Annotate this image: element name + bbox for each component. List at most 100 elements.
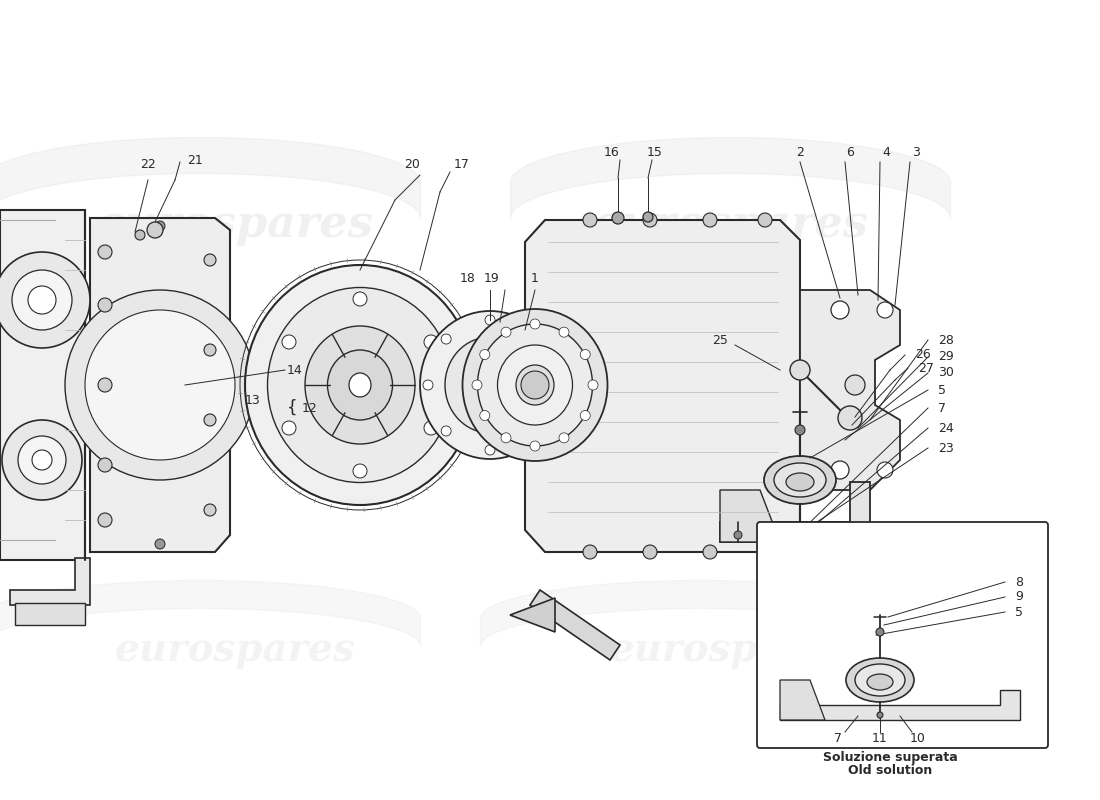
Polygon shape (525, 220, 800, 552)
Ellipse shape (470, 363, 510, 406)
Polygon shape (90, 218, 230, 552)
Polygon shape (720, 490, 780, 542)
Circle shape (155, 539, 165, 549)
Text: eurospares: eurospares (592, 203, 868, 246)
Circle shape (480, 350, 490, 359)
Polygon shape (510, 598, 556, 632)
Circle shape (529, 334, 539, 344)
Text: 9: 9 (1015, 590, 1023, 603)
Text: 27: 27 (918, 362, 934, 374)
Circle shape (18, 436, 66, 484)
Polygon shape (0, 210, 85, 560)
Circle shape (155, 221, 165, 231)
Circle shape (830, 461, 849, 479)
Text: 25: 25 (712, 334, 728, 346)
Circle shape (500, 433, 512, 443)
Ellipse shape (305, 326, 415, 444)
Circle shape (500, 327, 512, 337)
Text: 15: 15 (647, 146, 663, 158)
Circle shape (204, 254, 216, 266)
Circle shape (98, 298, 112, 312)
Circle shape (758, 545, 772, 559)
Circle shape (0, 252, 90, 348)
Text: 22: 22 (140, 158, 156, 171)
Circle shape (441, 334, 451, 344)
Circle shape (583, 213, 597, 227)
Circle shape (12, 270, 72, 330)
FancyBboxPatch shape (757, 522, 1048, 748)
Circle shape (790, 360, 810, 380)
Text: 20: 20 (404, 158, 420, 171)
Circle shape (876, 628, 884, 636)
Circle shape (583, 545, 597, 559)
Ellipse shape (446, 337, 535, 433)
Circle shape (204, 414, 216, 426)
Circle shape (424, 421, 438, 435)
Circle shape (98, 513, 112, 527)
Circle shape (485, 315, 495, 325)
Text: 11: 11 (872, 731, 888, 745)
Circle shape (424, 380, 433, 390)
Text: 26: 26 (915, 349, 931, 362)
Circle shape (147, 222, 163, 238)
Circle shape (2, 420, 82, 500)
Text: Old solution: Old solution (848, 763, 932, 777)
Text: 19: 19 (484, 271, 499, 285)
Circle shape (98, 245, 112, 259)
Circle shape (529, 426, 539, 436)
Circle shape (877, 462, 893, 478)
Text: Soluzione superata: Soluzione superata (823, 751, 957, 765)
Circle shape (530, 441, 540, 451)
Circle shape (537, 377, 553, 393)
Circle shape (282, 421, 296, 435)
Text: 29: 29 (938, 350, 954, 363)
Circle shape (353, 292, 367, 306)
Text: 3: 3 (912, 146, 920, 158)
Text: 21: 21 (187, 154, 202, 166)
Text: eurospares: eurospares (114, 631, 355, 669)
Text: 7: 7 (938, 402, 946, 414)
Circle shape (353, 464, 367, 478)
Circle shape (521, 371, 549, 399)
Circle shape (480, 410, 490, 421)
Circle shape (644, 212, 653, 222)
Circle shape (559, 433, 569, 443)
Ellipse shape (482, 377, 498, 394)
Circle shape (877, 302, 893, 318)
Text: 10: 10 (910, 731, 926, 745)
Text: 23: 23 (938, 442, 954, 454)
Circle shape (580, 410, 591, 421)
Text: 2: 2 (796, 146, 804, 158)
Text: 24: 24 (938, 422, 954, 434)
Text: 12: 12 (302, 402, 318, 414)
Circle shape (32, 450, 52, 470)
Text: 5: 5 (938, 383, 946, 397)
Circle shape (441, 426, 451, 436)
Circle shape (703, 213, 717, 227)
Text: 5: 5 (1015, 606, 1023, 618)
Text: 30: 30 (938, 366, 954, 379)
Ellipse shape (855, 664, 905, 696)
Polygon shape (720, 482, 870, 542)
Circle shape (838, 406, 862, 430)
Polygon shape (10, 558, 90, 605)
Circle shape (644, 545, 657, 559)
Ellipse shape (349, 373, 371, 397)
Circle shape (703, 545, 717, 559)
Ellipse shape (846, 658, 914, 702)
Ellipse shape (774, 463, 826, 497)
Polygon shape (800, 290, 900, 490)
Circle shape (612, 212, 624, 224)
Ellipse shape (462, 309, 607, 461)
Circle shape (559, 327, 569, 337)
Circle shape (845, 375, 865, 395)
Text: 28: 28 (938, 334, 954, 346)
Circle shape (795, 425, 805, 435)
Circle shape (830, 301, 849, 319)
Text: 17: 17 (454, 158, 470, 171)
Polygon shape (530, 590, 620, 660)
Circle shape (877, 712, 883, 718)
Circle shape (98, 458, 112, 472)
Polygon shape (780, 680, 825, 720)
Circle shape (85, 310, 235, 460)
